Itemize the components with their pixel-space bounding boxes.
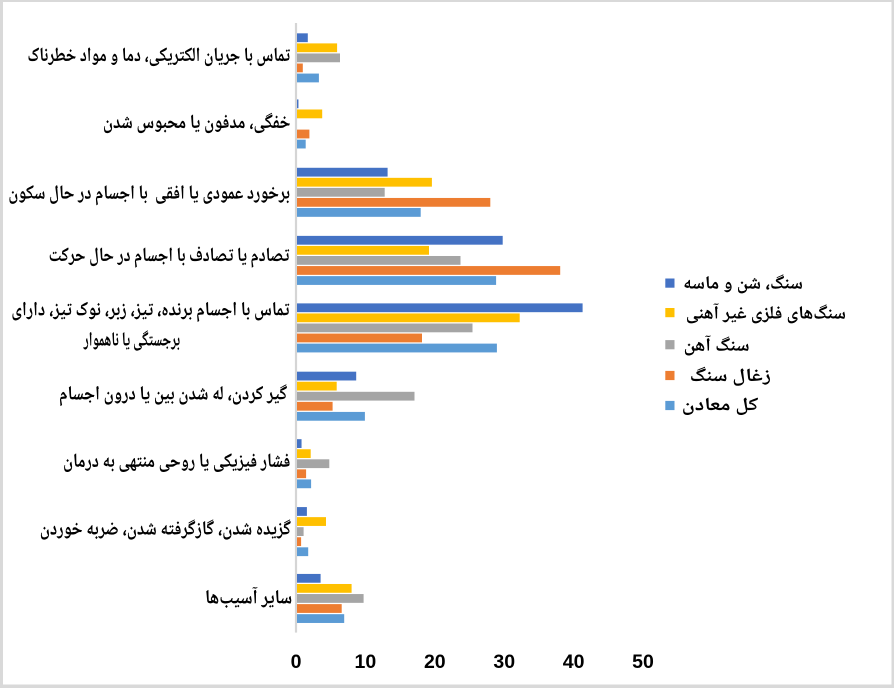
svg-text:20: 20 — [424, 651, 446, 673]
svg-text:0: 0 — [291, 651, 302, 673]
svg-text:30: 30 — [493, 651, 515, 673]
svg-text:40: 40 — [563, 651, 585, 673]
svg-text:50: 50 — [632, 651, 654, 673]
svg-text:10: 10 — [355, 651, 377, 673]
